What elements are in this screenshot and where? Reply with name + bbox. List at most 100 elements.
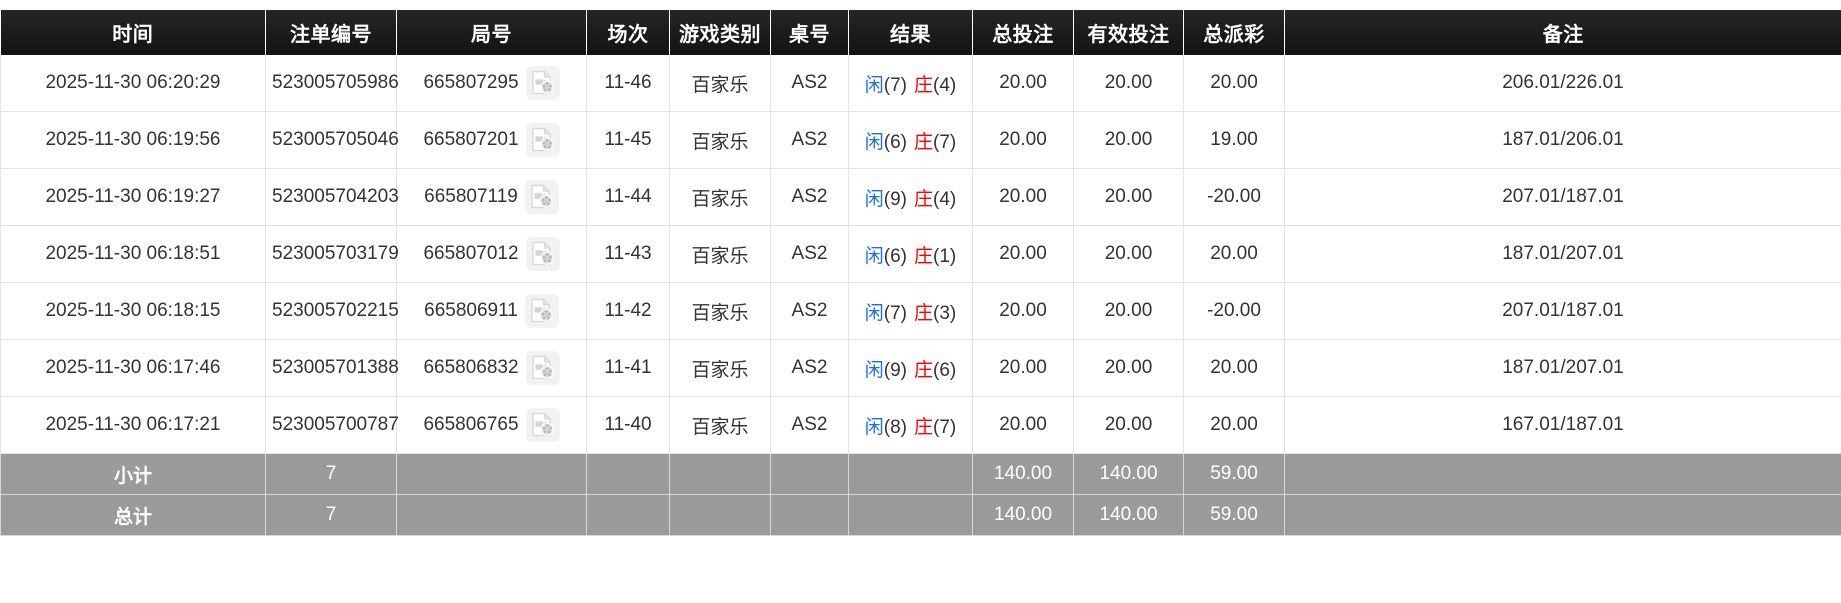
column-header-result[interactable]: 结果	[848, 10, 973, 55]
cell-total-bet: 20.00	[972, 396, 1074, 454]
table-row[interactable]: 2025-11-30 06:18:51 523005703179 665807012…	[0, 225, 1841, 283]
result-banker-value: (4)	[933, 74, 957, 96]
table-row[interactable]: 2025-11-30 06:18:15 523005702215 665806911…	[0, 282, 1841, 340]
summary-table-no	[770, 453, 849, 495]
result-banker-label: 庄	[914, 245, 934, 267]
result-player-label: 闲	[864, 245, 884, 267]
video-file-icon[interactable]	[525, 351, 560, 385]
result-banker-label: 庄	[914, 302, 934, 324]
table-row[interactable]: 2025-11-30 06:17:21 523005700787 665806765…	[0, 396, 1841, 454]
cell-round-no: 665807119	[396, 168, 587, 226]
cell-result: 闲(8) 庄(7)	[848, 396, 973, 454]
result-player-value: (6)	[883, 131, 907, 153]
column-header-total_payout[interactable]: 总派彩	[1183, 10, 1285, 55]
cell-total-payout: 20.00	[1183, 396, 1285, 454]
cell-order-no: 523005703179	[265, 225, 399, 283]
cell-valid-bet: 20.00	[1073, 339, 1184, 397]
result-banker-label: 庄	[914, 416, 934, 438]
cell-remark: 187.01/206.01	[1284, 111, 1841, 169]
column-header-time[interactable]: 时间	[0, 10, 266, 55]
cell-round-no: 665807201	[396, 111, 587, 169]
cell-remark: 206.01/226.01	[1284, 55, 1841, 112]
result-banker-value: (7)	[933, 131, 957, 153]
cell-valid-bet: 20.00	[1073, 282, 1184, 340]
summary-row: 小计 7 140.00 140.00 59.00	[0, 453, 1841, 495]
table-row[interactable]: 2025-11-30 06:20:29 523005705986 665807295…	[0, 55, 1841, 112]
cell-valid-bet: 20.00	[1073, 55, 1184, 112]
cell-table-no: AS2	[770, 111, 849, 169]
cell-table-no: AS2	[770, 55, 849, 112]
round-no-with-replay: 665807012	[423, 237, 560, 271]
summary-round-no	[396, 494, 587, 536]
cell-table-no: AS2	[770, 339, 849, 397]
round-no-with-replay: 665807201	[423, 123, 560, 157]
video-file-icon[interactable]	[525, 123, 560, 157]
summary-valid-bet: 140.00	[1073, 453, 1184, 495]
cell-round-no: 665807012	[396, 225, 587, 283]
cell-valid-bet: 20.00	[1073, 225, 1184, 283]
summary-remark	[1284, 453, 1841, 495]
column-header-session[interactable]: 场次	[586, 10, 670, 55]
table-row[interactable]: 2025-11-30 06:19:56 523005705046 665807201…	[0, 111, 1841, 169]
cell-game-type: 百家乐	[669, 55, 771, 112]
cell-result: 闲(7) 庄(3)	[848, 282, 973, 340]
round-no-text: 665807119	[424, 186, 518, 207]
cell-time: 2025-11-30 06:20:29	[0, 55, 266, 112]
cell-total-payout: 20.00	[1183, 225, 1285, 283]
result-banker-label: 庄	[914, 359, 934, 381]
video-file-icon[interactable]	[525, 408, 560, 442]
video-file-icon[interactable]	[524, 294, 559, 328]
summary-result	[848, 453, 973, 495]
summary-table-no	[770, 494, 849, 536]
summary-total-bet: 140.00	[972, 494, 1074, 536]
cell-order-no: 523005705046	[265, 111, 399, 169]
result-banker-label: 庄	[914, 188, 934, 210]
cell-result: 闲(6) 庄(7)	[848, 111, 973, 169]
table-body: 2025-11-30 06:20:29 523005705986 665807295…	[0, 55, 1841, 536]
cell-session: 11-46	[586, 55, 670, 112]
result-banker-value: (6)	[933, 359, 957, 381]
column-header-total_bet[interactable]: 总投注	[972, 10, 1074, 55]
summary-game-type	[669, 494, 771, 536]
table-row[interactable]: 2025-11-30 06:17:46 523005701388 665806832…	[0, 339, 1841, 397]
video-file-icon[interactable]	[525, 66, 560, 100]
cell-valid-bet: 20.00	[1073, 168, 1184, 226]
cell-remark: 167.01/187.01	[1284, 396, 1841, 454]
result-banker-value: (1)	[933, 245, 957, 267]
cell-result: 闲(6) 庄(1)	[848, 225, 973, 283]
summary-count: 7	[265, 494, 397, 536]
result-player-label: 闲	[864, 416, 884, 438]
table-row[interactable]: 2025-11-30 06:19:27 523005704203 665807119…	[0, 168, 1841, 226]
summary-result	[848, 494, 973, 536]
video-file-icon[interactable]	[525, 237, 560, 271]
cell-remark: 187.01/207.01	[1284, 339, 1841, 397]
round-no-text: 665807295	[423, 72, 519, 93]
column-header-order_no[interactable]: 注单编号	[265, 10, 397, 55]
cell-time: 2025-11-30 06:19:56	[0, 111, 266, 169]
column-header-table_no[interactable]: 桌号	[770, 10, 849, 55]
cell-order-no: 523005704203	[265, 168, 399, 226]
cell-total-payout: 20.00	[1183, 55, 1285, 112]
video-file-icon[interactable]	[524, 180, 559, 214]
bet-history-panel: 时间 注单编号 局号 场次 游戏类别 桌号 结果 总投注 有效投注 总派彩 备注 2025-11-3…	[0, 10, 1841, 536]
cell-session: 11-41	[586, 339, 670, 397]
cell-time: 2025-11-30 06:17:21	[0, 396, 266, 454]
cell-game-type: 百家乐	[669, 339, 771, 397]
result-player-value: (9)	[883, 188, 907, 210]
column-header-valid_bet[interactable]: 有效投注	[1073, 10, 1184, 55]
cell-remark: 187.01/207.01	[1284, 225, 1841, 283]
round-no-with-replay: 665806765	[423, 408, 560, 442]
cell-session: 11-42	[586, 282, 670, 340]
column-header-remark[interactable]: 备注	[1284, 10, 1841, 55]
column-header-round_no[interactable]: 局号	[396, 10, 587, 55]
result-banker-label: 庄	[914, 74, 934, 96]
summary-remark	[1284, 494, 1841, 536]
cell-table-no: AS2	[770, 396, 849, 454]
column-header-game_type[interactable]: 游戏类别	[669, 10, 771, 55]
summary-row: 总计 7 140.00 140.00 59.00	[0, 494, 1841, 536]
cell-order-no: 523005705986	[265, 55, 399, 112]
cell-total-payout: 20.00	[1183, 339, 1285, 397]
summary-round-no	[396, 453, 587, 495]
cell-valid-bet: 20.00	[1073, 396, 1184, 454]
cell-total-bet: 20.00	[972, 339, 1074, 397]
